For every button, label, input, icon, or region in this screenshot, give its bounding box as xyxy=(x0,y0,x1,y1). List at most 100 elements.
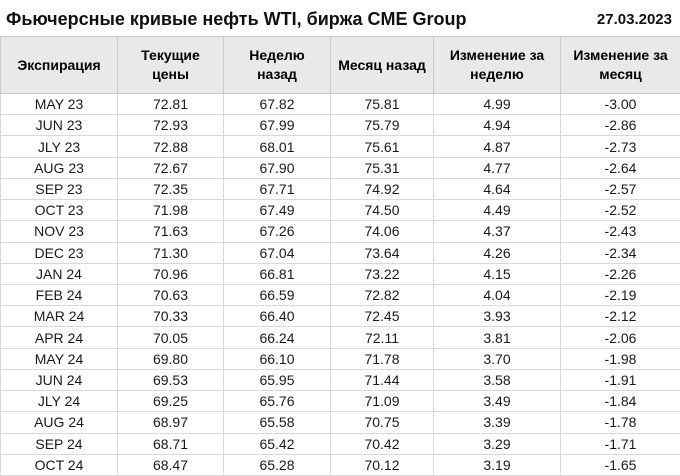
cell-week-change: 4.94 xyxy=(433,114,561,137)
cell-month-change: -2.73 xyxy=(560,135,680,158)
table-row: NOV 23 71.63 67.26 74.06 4.37 -2.43 xyxy=(0,220,680,243)
cell-week-ago: 67.49 xyxy=(223,199,331,222)
column-header: Месяц назад xyxy=(330,36,434,94)
cell-month-change: -2.64 xyxy=(560,156,680,179)
cell-month-ago: 74.92 xyxy=(330,177,434,201)
cell-month-change: -2.19 xyxy=(560,283,680,307)
cell-week-change: 3.58 xyxy=(433,368,561,392)
cell-month-ago: 75.79 xyxy=(330,114,434,137)
cell-week-change: 3.39 xyxy=(433,411,561,434)
cell-week-change: 4.26 xyxy=(433,241,561,264)
cell-week-change: 4.87 xyxy=(433,135,561,158)
cell-current-price: 70.05 xyxy=(117,326,224,349)
cell-week-ago: 65.95 xyxy=(223,368,331,392)
cell-current-price: 72.81 xyxy=(117,92,224,116)
cell-month-ago: 70.75 xyxy=(330,411,434,434)
cell-expiration: FEB 24 xyxy=(0,283,118,307)
cell-current-price: 72.88 xyxy=(117,135,224,158)
cell-week-ago: 66.24 xyxy=(223,326,331,349)
table-row: MAY 24 69.80 66.10 71.78 3.70 -1.98 xyxy=(0,347,680,370)
cell-month-change: -2.52 xyxy=(560,199,680,222)
cell-week-change: 4.77 xyxy=(433,156,561,179)
cell-week-ago: 67.04 xyxy=(223,241,331,264)
table-row: SEP 24 68.71 65.42 70.42 3.29 -1.71 xyxy=(0,432,680,455)
cell-current-price: 69.53 xyxy=(117,368,224,392)
cell-current-price: 68.47 xyxy=(117,453,224,476)
cell-month-ago: 71.44 xyxy=(330,368,434,392)
cell-month-ago: 74.06 xyxy=(330,220,434,243)
cell-expiration: JUN 24 xyxy=(0,368,118,392)
table-row: SEP 23 72.35 67.71 74.92 4.64 -2.57 xyxy=(0,177,680,201)
cell-week-change: 4.15 xyxy=(433,262,561,285)
cell-week-ago: 67.99 xyxy=(223,114,331,137)
cell-month-change: -1.91 xyxy=(560,368,680,392)
column-header: Неделю назад xyxy=(223,36,331,94)
cell-week-change: 3.81 xyxy=(433,326,561,349)
cell-week-ago: 67.82 xyxy=(223,92,331,116)
cell-current-price: 72.35 xyxy=(117,177,224,201)
cell-week-ago: 66.81 xyxy=(223,262,331,285)
column-header: Текущие цены xyxy=(117,36,224,94)
cell-expiration: SEP 23 xyxy=(0,177,118,201)
cell-month-ago: 71.78 xyxy=(330,347,434,370)
table-row: MAY 23 72.81 67.82 75.81 4.99 -3.00 xyxy=(0,92,680,116)
cell-current-price: 70.33 xyxy=(117,305,224,328)
cell-month-ago: 70.42 xyxy=(330,432,434,455)
cell-expiration: AUG 24 xyxy=(0,411,118,434)
cell-expiration: JLY 24 xyxy=(0,390,118,413)
futures-table: Экспирация Текущие цены Неделю назад Месяц … xyxy=(0,36,680,476)
cell-week-change: 3.49 xyxy=(433,390,561,413)
cell-week-ago: 65.76 xyxy=(223,390,331,413)
cell-month-change: -1.98 xyxy=(560,347,680,370)
cell-week-change: 3.93 xyxy=(433,305,561,328)
cell-month-change: -2.86 xyxy=(560,114,680,137)
cell-month-ago: 75.31 xyxy=(330,156,434,179)
cell-expiration: NOV 23 xyxy=(0,220,118,243)
cell-expiration: MAY 23 xyxy=(0,92,118,116)
cell-month-change: -1.84 xyxy=(560,390,680,413)
cell-month-change: -2.26 xyxy=(560,262,680,285)
table-row: MAR 24 70.33 66.40 72.45 3.93 -2.12 xyxy=(0,305,680,328)
cell-week-ago: 67.26 xyxy=(223,220,331,243)
cell-month-ago: 73.22 xyxy=(330,262,434,285)
cell-week-change: 3.29 xyxy=(433,432,561,455)
cell-current-price: 68.97 xyxy=(117,411,224,434)
cell-month-change: -2.12 xyxy=(560,305,680,328)
cell-month-ago: 75.61 xyxy=(330,135,434,158)
cell-week-change: 4.99 xyxy=(433,92,561,116)
cell-week-ago: 66.40 xyxy=(223,305,331,328)
cell-month-change: -1.78 xyxy=(560,411,680,434)
cell-month-change: -3.00 xyxy=(560,92,680,116)
cell-current-price: 69.80 xyxy=(117,347,224,370)
cell-expiration: APR 24 xyxy=(0,326,118,349)
cell-month-ago: 72.11 xyxy=(330,326,434,349)
cell-month-ago: 71.09 xyxy=(330,390,434,413)
table-row: JAN 24 70.96 66.81 73.22 4.15 -2.26 xyxy=(0,262,680,285)
cell-month-ago: 72.45 xyxy=(330,305,434,328)
cell-month-change: -2.06 xyxy=(560,326,680,349)
table-row: JUN 23 72.93 67.99 75.79 4.94 -2.86 xyxy=(0,114,680,137)
table-row: OCT 23 71.98 67.49 74.50 4.49 -2.52 xyxy=(0,199,680,222)
cell-month-change: -1.65 xyxy=(560,453,680,476)
column-header: Изменение за неделю xyxy=(433,36,561,94)
cell-month-ago: 74.50 xyxy=(330,199,434,222)
cell-current-price: 69.25 xyxy=(117,390,224,413)
table-header-row: Экспирация Текущие цены Неделю назад Месяц … xyxy=(0,36,680,94)
cell-current-price: 72.67 xyxy=(117,156,224,179)
table-row: AUG 23 72.67 67.90 75.31 4.77 -2.64 xyxy=(0,156,680,179)
cell-week-ago: 68.01 xyxy=(223,135,331,158)
cell-week-ago: 65.42 xyxy=(223,432,331,455)
cell-month-change: -2.43 xyxy=(560,220,680,243)
cell-expiration: SEP 24 xyxy=(0,432,118,455)
cell-expiration: DEC 23 xyxy=(0,241,118,264)
cell-month-ago: 75.81 xyxy=(330,92,434,116)
column-header: Изменение за месяц xyxy=(560,36,680,94)
cell-expiration: JAN 24 xyxy=(0,262,118,285)
table-body: MAY 23 72.81 67.82 75.81 4.99 -3.00 JUN 23 72.9… xyxy=(0,92,680,476)
report-header: Фьючерсные кривые нефть WTI, биржа CME G… xyxy=(0,0,680,36)
cell-week-ago: 67.71 xyxy=(223,177,331,201)
cell-week-ago: 65.28 xyxy=(223,453,331,476)
report-date: 27.03.2023 xyxy=(596,10,672,28)
column-header: Экспирация xyxy=(0,36,118,94)
